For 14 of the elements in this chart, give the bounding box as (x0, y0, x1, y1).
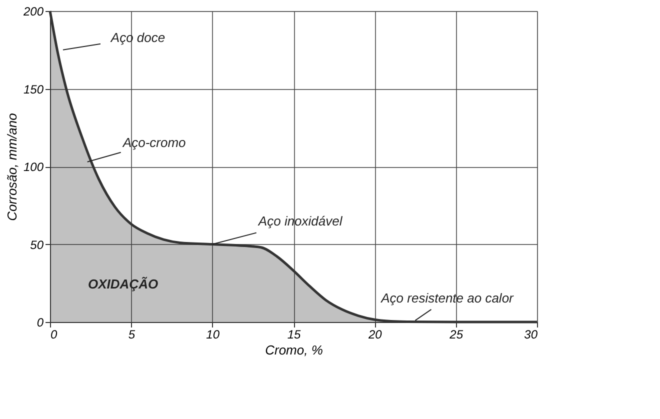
x-tick-label: 0 (50, 328, 58, 342)
y-tick-label: 200 (22, 4, 44, 18)
y-tick-label: 0 (36, 316, 44, 330)
y-tick-label: 100 (23, 160, 44, 174)
x-tick-label: 15 (287, 328, 301, 342)
y-tick-label: 150 (23, 82, 44, 96)
x-tick-label: 20 (367, 328, 382, 342)
x-tick-label: 25 (448, 328, 464, 342)
x-axis-title: Cromo, % (265, 342, 323, 358)
x-tick-label: 10 (206, 328, 220, 342)
x-tick-label: 30 (524, 328, 538, 342)
y-tick-label: 50 (30, 238, 44, 252)
y-axis-title: Corrosão, mm/ano (4, 113, 20, 221)
x-tick-label: 5 (128, 328, 136, 342)
